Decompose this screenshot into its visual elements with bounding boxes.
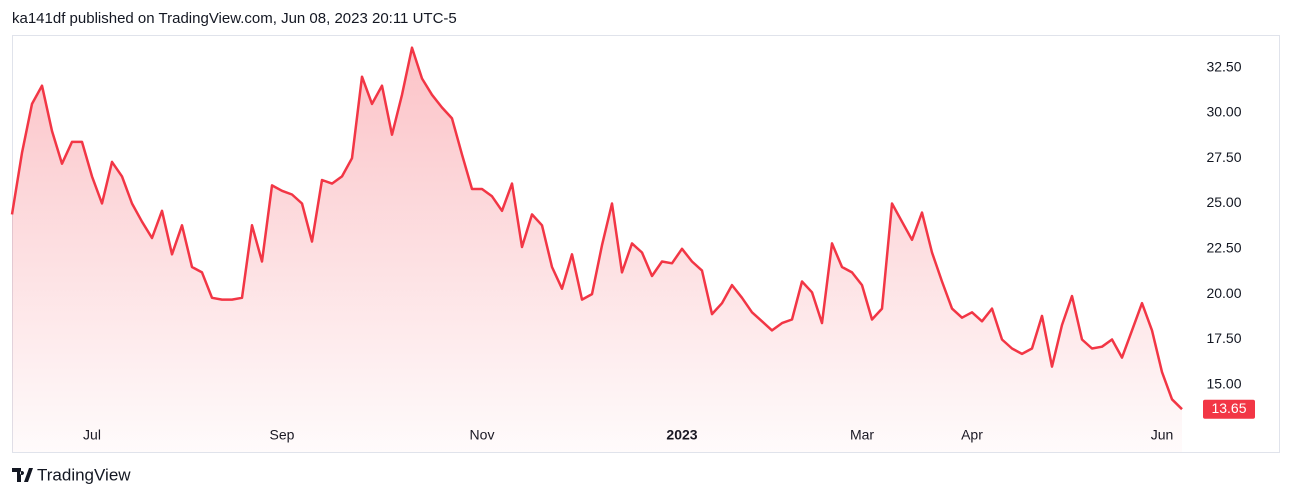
logo: TradingView	[12, 465, 131, 484]
area	[12, 47, 1182, 452]
y-tick-label: 25.00	[1206, 194, 1241, 210]
y-tick-label: 20.00	[1206, 285, 1241, 301]
brand: TradingView	[37, 465, 131, 484]
logo-icon	[12, 468, 33, 482]
last-price-box	[1203, 399, 1255, 419]
last-price-label: 13.65	[1211, 400, 1246, 416]
line	[10, 46, 1183, 411]
y-tick-label: 27.50	[1206, 149, 1241, 165]
y-tick-label: 30.00	[1206, 104, 1241, 120]
y-tick-label: 32.50	[1206, 58, 1241, 74]
y-tick-label: 15.00	[1206, 375, 1241, 391]
chart-title: ka141df published on TradingView.com, Ju…	[12, 10, 457, 27]
y-tick-label: 22.50	[1206, 240, 1241, 256]
y-tick-label: 17.50	[1206, 330, 1241, 346]
